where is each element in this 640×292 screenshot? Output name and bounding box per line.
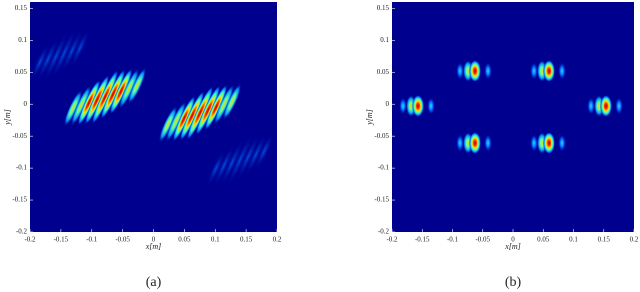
texture <box>186 85 214 141</box>
y-tick-label: -0.05 <box>374 132 389 140</box>
panels: -0.2 -0.15 -0.1 -0.05 0 0.05 0.1 0.15 0.2 0.15 0.1… <box>3 2 639 290</box>
y-tick-label: 0 <box>386 100 390 108</box>
x-tick-label: -0.05 <box>475 236 490 244</box>
y-tick-label: 0.15 <box>15 4 28 12</box>
texture <box>222 83 242 121</box>
x-tick-label: 0.2 <box>273 236 282 244</box>
x-tick-label: 0.05 <box>537 236 550 244</box>
texture <box>530 134 538 152</box>
texture <box>172 95 196 142</box>
texture <box>43 30 69 82</box>
texture <box>558 62 566 80</box>
texture <box>37 36 59 82</box>
y-tick-label: 0.05 <box>15 68 28 76</box>
texture <box>158 105 178 143</box>
heatmap <box>399 60 623 154</box>
texture <box>61 28 83 74</box>
x-tick-label: 0.1 <box>211 236 220 244</box>
texture <box>118 67 140 110</box>
texture <box>558 134 566 152</box>
x-tick-label: -0.1 <box>447 236 459 244</box>
texture <box>213 83 235 126</box>
y-tick-label: 0.1 <box>18 36 27 44</box>
texture <box>469 132 481 154</box>
x-axis-label: x[m] <box>504 242 521 251</box>
texture <box>77 79 101 126</box>
x-tick-label: -0.05 <box>115 236 130 244</box>
texture <box>109 68 133 115</box>
y-tick-label: -0.2 <box>378 228 390 236</box>
texture <box>204 84 228 131</box>
texture <box>179 90 205 141</box>
texture <box>543 132 555 154</box>
panel: -0.2 -0.15 -0.1 -0.05 0 0.05 0.1 0.15 0.2 0.15 0.1… <box>365 2 639 290</box>
texture <box>456 62 464 80</box>
texture <box>587 97 595 115</box>
y-tick-label: -0.15 <box>12 196 27 204</box>
heatmap <box>30 28 274 188</box>
y-tick-label: -0.05 <box>12 132 27 140</box>
x-tick-label: -0.15 <box>54 236 69 244</box>
x-tick-label: 0.15 <box>598 236 611 244</box>
panel: -0.2 -0.15 -0.1 -0.05 0 0.05 0.1 0.15 0.2 0.15 0.1… <box>3 2 282 290</box>
texture <box>84 74 110 125</box>
x-tick-label: -0.1 <box>86 236 98 244</box>
texture <box>127 67 147 105</box>
texture <box>226 132 254 188</box>
texture <box>206 149 226 188</box>
y-tick-label: 0.15 <box>377 4 390 12</box>
texture <box>412 95 424 117</box>
y-axis-label: y[m] <box>365 109 374 126</box>
y-tick-label: 0.1 <box>380 36 389 44</box>
x-tick-label: -0.15 <box>415 236 430 244</box>
x-tick-label: -0.2 <box>24 236 36 244</box>
y-tick-label: 0.05 <box>377 68 390 76</box>
texture <box>469 60 481 82</box>
texture <box>30 43 50 81</box>
texture <box>63 89 83 127</box>
x-tick-label: -0.2 <box>386 236 398 244</box>
x-axis-label: x[m] <box>145 242 162 251</box>
texture <box>427 97 435 115</box>
texture <box>399 97 407 115</box>
y-axis-label: y[m] <box>3 109 12 126</box>
y-tick-label: -0.2 <box>16 228 28 236</box>
texture <box>220 138 244 188</box>
texture <box>254 132 274 171</box>
texture <box>245 132 267 176</box>
x-tick-label: 0.2 <box>630 236 639 244</box>
x-tick-label: 0 <box>511 236 515 244</box>
y-tick-label: -0.15 <box>374 196 389 204</box>
texture <box>70 84 92 127</box>
texture <box>484 62 492 80</box>
texture <box>51 28 77 80</box>
x-tick-label: 0 <box>152 236 156 244</box>
texture <box>484 134 492 152</box>
x-tick-label: 0.05 <box>178 236 191 244</box>
texture <box>100 69 126 120</box>
caption: (b) <box>505 275 522 290</box>
texture <box>213 144 235 188</box>
texture <box>91 69 119 125</box>
y-tick-label: 0 <box>24 100 28 108</box>
texture <box>530 62 538 80</box>
plot-area <box>392 2 634 232</box>
x-tick-label: 0.1 <box>569 236 578 244</box>
texture <box>195 85 221 136</box>
caption: (a) <box>146 275 162 290</box>
y-tick-label: -0.1 <box>378 164 390 172</box>
y-tick-label: -0.1 <box>16 164 28 172</box>
texture <box>543 60 555 82</box>
texture <box>165 100 187 143</box>
texture <box>615 97 623 115</box>
texture <box>600 95 612 117</box>
texture <box>456 134 464 152</box>
texture <box>70 29 90 67</box>
texture <box>236 132 260 182</box>
x-tick-label: 0.15 <box>240 236 253 244</box>
